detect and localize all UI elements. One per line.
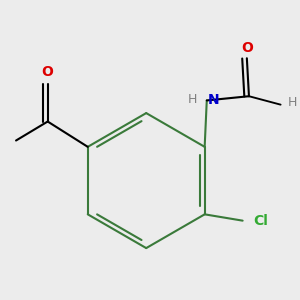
- Text: O: O: [241, 41, 253, 55]
- Text: H: H: [188, 93, 197, 106]
- Text: H: H: [287, 96, 297, 109]
- Text: Cl: Cl: [253, 214, 268, 228]
- Text: O: O: [42, 65, 54, 79]
- Text: N: N: [208, 93, 220, 107]
